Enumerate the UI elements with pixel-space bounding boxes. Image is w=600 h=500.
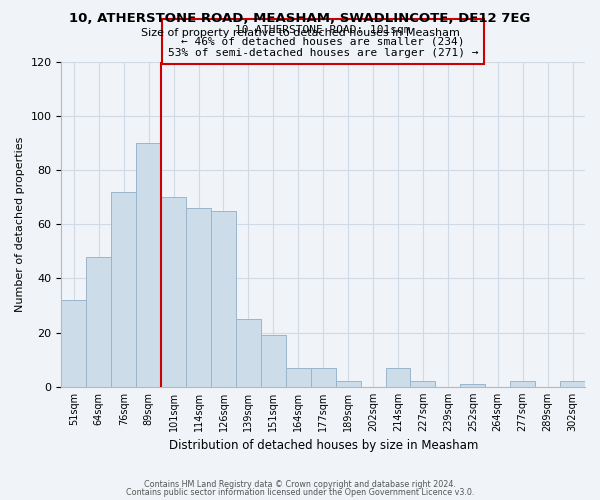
Y-axis label: Number of detached properties: Number of detached properties	[15, 136, 25, 312]
Bar	[186, 208, 211, 387]
X-axis label: Distribution of detached houses by size in Measham: Distribution of detached houses by size …	[169, 440, 478, 452]
Bar	[410, 382, 436, 387]
Bar	[236, 319, 261, 387]
Text: Contains public sector information licensed under the Open Government Licence v3: Contains public sector information licen…	[126, 488, 474, 497]
Bar	[136, 143, 161, 387]
Text: Contains HM Land Registry data © Crown copyright and database right 2024.: Contains HM Land Registry data © Crown c…	[144, 480, 456, 489]
Bar	[335, 382, 361, 387]
Text: Size of property relative to detached houses in Measham: Size of property relative to detached ho…	[140, 28, 460, 38]
Bar	[261, 336, 286, 387]
Bar	[161, 197, 186, 387]
Bar	[386, 368, 410, 387]
Bar	[560, 382, 585, 387]
Bar	[111, 192, 136, 387]
Bar	[211, 210, 236, 387]
Bar	[460, 384, 485, 387]
Bar	[86, 256, 111, 387]
Bar	[311, 368, 335, 387]
Bar	[286, 368, 311, 387]
Bar	[510, 382, 535, 387]
Text: 10, ATHERSTONE ROAD, MEASHAM, SWADLINCOTE, DE12 7EG: 10, ATHERSTONE ROAD, MEASHAM, SWADLINCOT…	[70, 12, 530, 26]
Text: 10 ATHERSTONE ROAD: 101sqm
← 46% of detached houses are smaller (234)
53% of sem: 10 ATHERSTONE ROAD: 101sqm ← 46% of deta…	[168, 25, 478, 58]
Bar	[61, 300, 86, 387]
